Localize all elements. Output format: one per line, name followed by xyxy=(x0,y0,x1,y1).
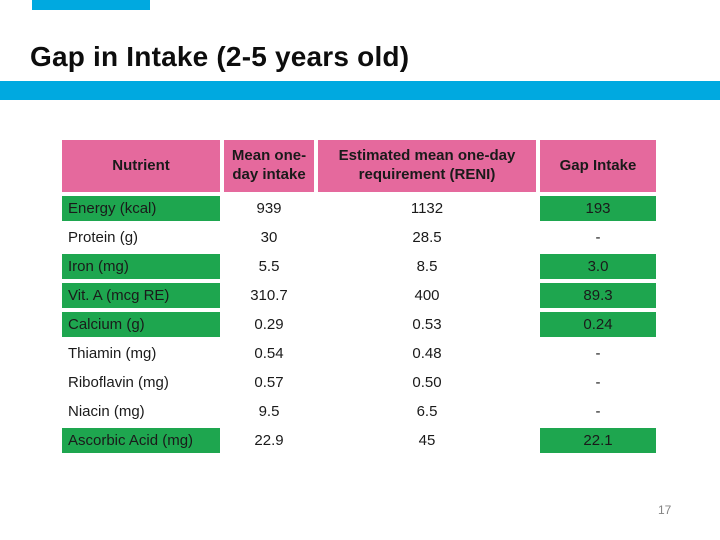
gap-cell: 3.0 xyxy=(540,254,656,279)
page-number: 17 xyxy=(658,503,672,517)
intake-cell: 310.7 xyxy=(250,287,288,304)
intake-cell: 939 xyxy=(256,200,282,217)
nutrient-cell: Thiamin (mg) xyxy=(68,345,157,362)
title-divider-bar xyxy=(0,81,720,100)
table-body: Energy (kcal) 939 1132 193 Protein (g) 30 28.5… xyxy=(62,196,656,453)
reni-cell: 0.53 xyxy=(412,316,442,333)
gap-cell: - xyxy=(595,403,601,420)
slide-title: Gap in Intake (2-5 years old) xyxy=(30,40,410,72)
nutrient-gap-table: Nutrient Mean one- day intake Estimated … xyxy=(58,136,660,457)
reni-cell: 1132 xyxy=(410,200,444,217)
table-header: Nutrient Mean one- day intake Estimated … xyxy=(62,140,656,192)
table-row: Thiamin (mg) 0.54 0.48 - xyxy=(62,341,656,366)
table-row: Iron (mg) 5.5 8.5 3.0 xyxy=(62,254,656,279)
table-row: Calcium (g) 0.29 0.53 0.24 xyxy=(62,312,656,337)
gap-cell: 89.3 xyxy=(540,283,656,308)
gap-cell: - xyxy=(595,229,601,246)
intake-cell: 9.5 xyxy=(258,403,280,420)
column-header-gap-intake: Gap Intake xyxy=(540,140,656,192)
reni-cell: 400 xyxy=(414,287,440,304)
nutrient-cell: Protein (g) xyxy=(68,229,139,246)
intake-cell: 5.5 xyxy=(258,258,280,275)
gap-cell: 0.24 xyxy=(540,312,656,337)
intake-cell: 30 xyxy=(260,229,278,246)
table-row: Vit. A (mcg RE) 310.7 400 89.3 xyxy=(62,283,656,308)
table-row: Protein (g) 30 28.5 - xyxy=(62,225,656,250)
table-row: Ascorbic Acid (mg) 22.9 45 22.1 xyxy=(62,428,656,453)
intake-cell: 0.29 xyxy=(254,316,284,333)
gap-cell: - xyxy=(595,345,601,362)
reni-cell: 6.5 xyxy=(416,403,438,420)
top-accent-bar xyxy=(32,0,150,10)
nutrient-cell: Riboflavin (mg) xyxy=(68,374,169,391)
nutrient-cell: Vit. A (mcg RE) xyxy=(62,283,220,308)
reni-cell: 8.5 xyxy=(416,258,438,275)
column-header-nutrient: Nutrient xyxy=(62,140,220,192)
reni-cell: 0.50 xyxy=(412,374,442,391)
intake-cell: 22.9 xyxy=(254,432,284,449)
table-row: Energy (kcal) 939 1132 193 xyxy=(62,196,656,221)
nutrient-cell: Iron (mg) xyxy=(62,254,220,279)
reni-cell: 45 xyxy=(418,432,436,449)
intake-cell: 0.54 xyxy=(254,345,284,362)
nutrient-cell: Energy (kcal) xyxy=(62,196,220,221)
table-row: Niacin (mg) 9.5 6.5 - xyxy=(62,399,656,424)
reni-cell: 28.5 xyxy=(412,229,442,246)
table-row: Riboflavin (mg) 0.57 0.50 - xyxy=(62,370,656,395)
gap-cell: 22.1 xyxy=(540,428,656,453)
nutrient-cell: Niacin (mg) xyxy=(68,403,145,420)
column-header-reni-requirement: Estimated mean one-day requirement (RENI… xyxy=(318,140,536,192)
nutrient-cell: Calcium (g) xyxy=(62,312,220,337)
column-header-mean-intake: Mean one- day intake xyxy=(224,140,314,192)
gap-cell: - xyxy=(595,374,601,391)
reni-cell: 0.48 xyxy=(412,345,442,362)
nutrient-cell: Ascorbic Acid (mg) xyxy=(62,428,220,453)
intake-cell: 0.57 xyxy=(254,374,284,391)
gap-cell: 193 xyxy=(540,196,656,221)
table-header-row: Nutrient Mean one- day intake Estimated … xyxy=(62,140,656,192)
